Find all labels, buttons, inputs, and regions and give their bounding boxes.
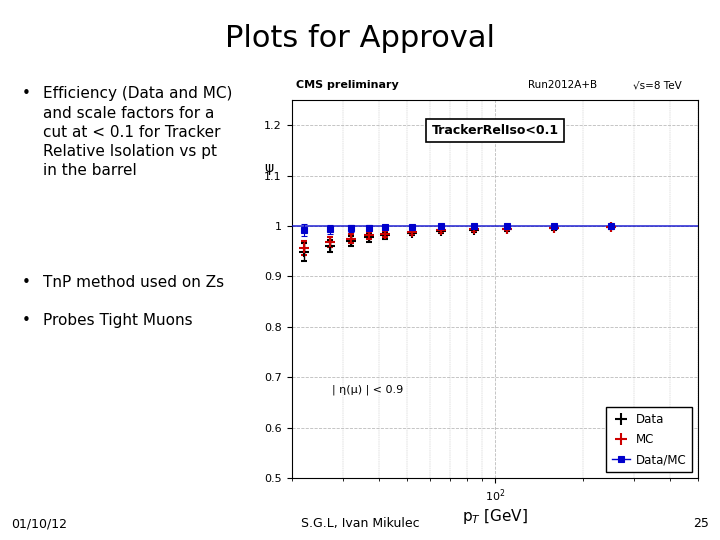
- X-axis label: p$_T$ [GeV]: p$_T$ [GeV]: [462, 507, 528, 526]
- Text: Plots for Approval: Plots for Approval: [225, 24, 495, 53]
- Text: •: •: [22, 86, 30, 102]
- Text: Efficiency (Data and MC)
and scale factors for a
cut at < 0.1 for Tracker
Relati: Efficiency (Data and MC) and scale facto…: [43, 86, 233, 178]
- Text: CMS preliminary: CMS preliminary: [296, 80, 398, 91]
- Text: ψ: ψ: [264, 161, 274, 175]
- Text: 25: 25: [693, 517, 709, 530]
- Text: •: •: [22, 275, 30, 291]
- Text: Run2012A+B: Run2012A+B: [528, 80, 597, 91]
- Text: Probes Tight Muons: Probes Tight Muons: [43, 313, 193, 328]
- Text: √s=8 TeV: √s=8 TeV: [634, 80, 682, 91]
- Text: | η(μ) | < 0.9: | η(μ) | < 0.9: [333, 384, 403, 395]
- Text: 01/10/12: 01/10/12: [11, 517, 67, 530]
- Text: S.G.L, Ivan Mikulec: S.G.L, Ivan Mikulec: [301, 517, 419, 530]
- Text: TrackerRelIso<0.1: TrackerRelIso<0.1: [431, 125, 559, 138]
- Legend: Data, MC, Data/MC: Data, MC, Data/MC: [606, 407, 693, 472]
- Text: TnP method used on Zs: TnP method used on Zs: [43, 275, 225, 291]
- Text: •: •: [22, 313, 30, 328]
